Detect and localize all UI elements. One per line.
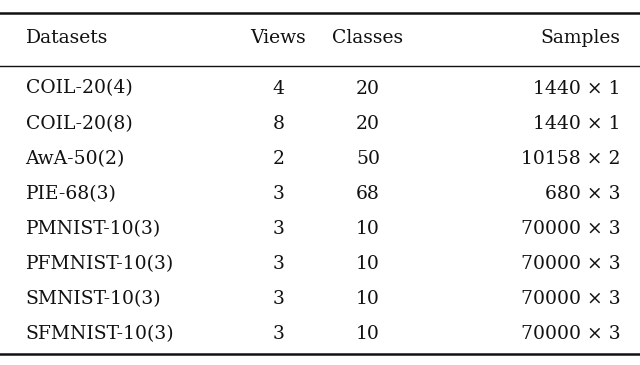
Text: 68: 68 bbox=[356, 185, 380, 203]
Text: 10158 × 2: 10158 × 2 bbox=[522, 150, 621, 168]
Text: Samples: Samples bbox=[541, 29, 621, 47]
Text: 10: 10 bbox=[356, 220, 380, 238]
Text: 70000 × 3: 70000 × 3 bbox=[521, 220, 621, 238]
Text: Views: Views bbox=[250, 29, 307, 47]
Text: 50: 50 bbox=[356, 150, 380, 168]
Text: 1440 × 1: 1440 × 1 bbox=[533, 80, 621, 97]
Text: 3: 3 bbox=[273, 255, 284, 273]
Text: SMNIST-10(3): SMNIST-10(3) bbox=[26, 290, 161, 308]
Text: 8: 8 bbox=[273, 115, 284, 132]
Text: 20: 20 bbox=[356, 80, 380, 97]
Text: 10: 10 bbox=[356, 255, 380, 273]
Text: 680 × 3: 680 × 3 bbox=[545, 185, 621, 203]
Text: PMNIST-10(3): PMNIST-10(3) bbox=[26, 220, 161, 238]
Text: 10: 10 bbox=[356, 326, 380, 343]
Text: AwA-50(2): AwA-50(2) bbox=[26, 150, 125, 168]
Text: 20: 20 bbox=[356, 115, 380, 132]
Text: COIL-20(4): COIL-20(4) bbox=[26, 80, 132, 97]
Text: 4: 4 bbox=[273, 80, 284, 97]
Text: 10: 10 bbox=[356, 290, 380, 308]
Text: Classes: Classes bbox=[332, 29, 404, 47]
Text: 3: 3 bbox=[273, 290, 284, 308]
Text: SFMNIST-10(3): SFMNIST-10(3) bbox=[26, 326, 174, 343]
Text: 2: 2 bbox=[273, 150, 284, 168]
Text: 3: 3 bbox=[273, 185, 284, 203]
Text: COIL-20(8): COIL-20(8) bbox=[26, 115, 132, 132]
Text: PFMNIST-10(3): PFMNIST-10(3) bbox=[26, 255, 174, 273]
Text: PIE-68(3): PIE-68(3) bbox=[26, 185, 116, 203]
Text: 70000 × 3: 70000 × 3 bbox=[521, 326, 621, 343]
Text: Datasets: Datasets bbox=[26, 29, 108, 47]
Text: 1440 × 1: 1440 × 1 bbox=[533, 115, 621, 132]
Text: 70000 × 3: 70000 × 3 bbox=[521, 255, 621, 273]
Text: 3: 3 bbox=[273, 326, 284, 343]
Text: 70000 × 3: 70000 × 3 bbox=[521, 290, 621, 308]
Text: 3: 3 bbox=[273, 220, 284, 238]
